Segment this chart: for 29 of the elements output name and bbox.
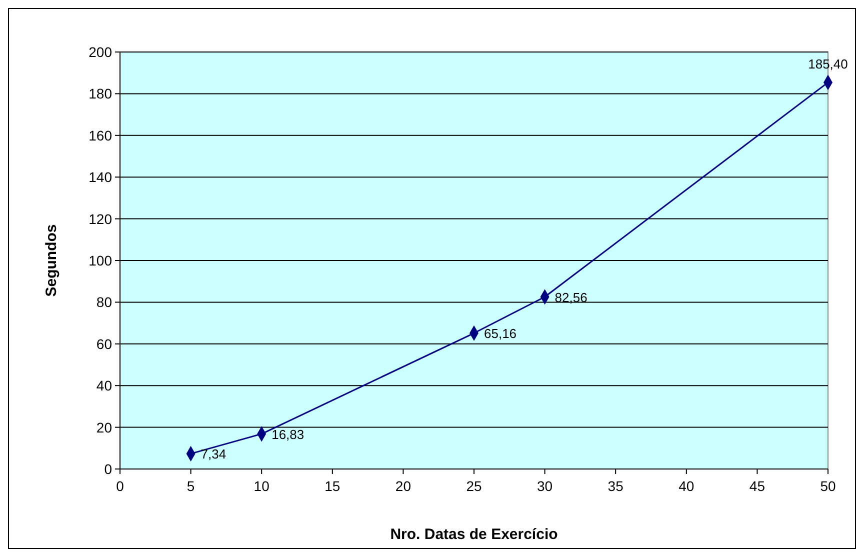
y-tick-label: 100 bbox=[88, 252, 112, 268]
y-tick-label: 200 bbox=[88, 44, 112, 60]
y-tick-label: 20 bbox=[96, 419, 112, 436]
y-tick-label: 140 bbox=[88, 169, 112, 186]
x-axis-title: Nro. Datas de Exercício bbox=[390, 526, 558, 543]
data-label: 65,16 bbox=[484, 326, 517, 342]
y-tick-label: 80 bbox=[96, 294, 112, 310]
y-tick-label: 0 bbox=[104, 461, 112, 477]
x-tick-label: 35 bbox=[608, 478, 624, 494]
y-tick-label: 60 bbox=[96, 336, 112, 352]
data-label: 16,83 bbox=[272, 426, 304, 442]
x-tick-label: 45 bbox=[749, 478, 766, 494]
y-axis-title: Segundos bbox=[43, 224, 60, 297]
x-tick-label: 10 bbox=[254, 478, 270, 494]
data-label: 82,56 bbox=[554, 290, 588, 305]
y-tick-label: 180 bbox=[88, 86, 112, 102]
y-tick-label: 40 bbox=[96, 378, 112, 394]
x-tick-label: 40 bbox=[678, 478, 694, 494]
x-tick-label: 15 bbox=[324, 478, 340, 494]
x-tick-label: 20 bbox=[395, 478, 412, 494]
x-tick-label: 50 bbox=[820, 478, 836, 494]
x-tick-label: 30 bbox=[537, 478, 553, 494]
y-tick-label: 160 bbox=[88, 127, 112, 144]
data-label: 185,40 bbox=[808, 56, 848, 72]
x-tick-label: 5 bbox=[186, 478, 195, 494]
x-tick-label: 25 bbox=[466, 478, 482, 494]
x-tick-label: 0 bbox=[116, 478, 124, 494]
y-tick-label: 120 bbox=[88, 210, 112, 227]
data-label: 7,34 bbox=[200, 446, 226, 462]
